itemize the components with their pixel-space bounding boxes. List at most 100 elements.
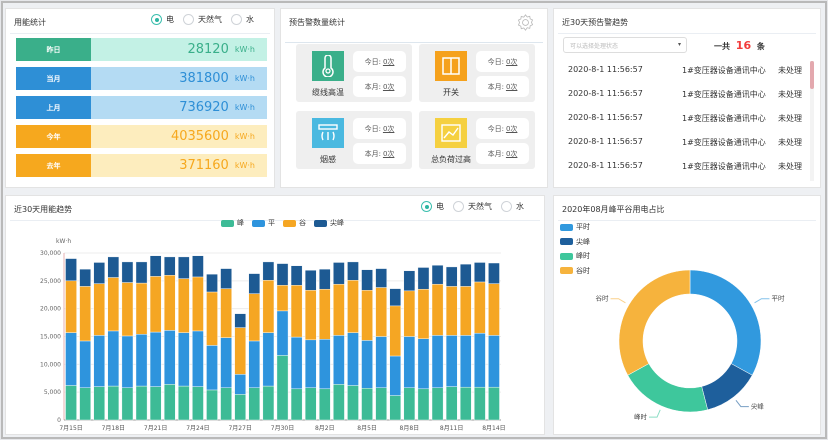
bar-segment-平[interactable]	[79, 340, 91, 388]
bar-segment-尖峰[interactable]	[389, 288, 402, 307]
radio-button[interactable]	[183, 14, 194, 25]
bar-segment-峰[interactable]	[135, 385, 148, 421]
bar-segment-谷[interactable]	[290, 285, 303, 338]
bar-segment-尖峰[interactable]	[445, 266, 458, 287]
legend-item[interactable]: 峰	[221, 218, 244, 228]
bar-segment-峰[interactable]	[488, 386, 500, 421]
bar-segment-尖峰[interactable]	[375, 268, 387, 288]
bar-segment-谷[interactable]	[192, 276, 204, 332]
bar-segment-平[interactable]	[389, 355, 402, 396]
bar-segment-峰[interactable]	[417, 388, 430, 421]
bar-segment-峰[interactable]	[121, 387, 134, 421]
legend-item[interactable]: 谷	[283, 218, 306, 228]
bar-segment-平[interactable]	[488, 335, 500, 388]
bar-segment-平[interactable]	[220, 337, 232, 388]
radio-button[interactable]	[501, 201, 512, 212]
bar-segment-平[interactable]	[163, 330, 176, 385]
bar-segment-尖峰[interactable]	[135, 261, 148, 284]
bar-segment-峰[interactable]	[445, 386, 458, 421]
bar-segment-尖峰[interactable]	[488, 262, 500, 284]
bar-segment-平[interactable]	[192, 330, 204, 387]
bar-segment-谷[interactable]	[220, 288, 232, 338]
bar-segment-峰[interactable]	[248, 387, 261, 421]
legend-item[interactable]: 尖峰	[314, 218, 344, 228]
alarm-row[interactable]: 2020-8-1 11:56:57 1#变压器设备通讯中心 未处理	[568, 137, 804, 149]
bar-segment-谷[interactable]	[304, 290, 317, 341]
bar-segment-平[interactable]	[361, 340, 373, 389]
bar-segment-尖峰[interactable]	[474, 262, 486, 283]
bar-segment-平[interactable]	[319, 339, 331, 390]
bar-segment-尖峰[interactable]	[319, 268, 331, 290]
bar-segment-平[interactable]	[234, 374, 246, 395]
bar-segment-峰[interactable]	[206, 389, 218, 421]
bar-segment-平[interactable]	[135, 334, 148, 387]
alarm-row[interactable]: 2020-8-1 11:56:57 1#变压器设备通讯中心 未处理	[568, 161, 804, 173]
bar-segment-平[interactable]	[248, 340, 261, 388]
bar-segment-谷[interactable]	[417, 288, 430, 339]
bar-segment-尖峰[interactable]	[290, 265, 303, 286]
bar-segment-尖峰[interactable]	[333, 262, 345, 285]
bar-segment-平[interactable]	[206, 345, 218, 391]
bar-segment-谷[interactable]	[460, 286, 472, 336]
bar-segment-谷[interactable]	[93, 283, 105, 336]
bar-segment-尖峰[interactable]	[206, 273, 218, 293]
legend-item[interactable]: 谷时	[560, 266, 590, 276]
bar-segment-尖峰[interactable]	[248, 273, 261, 294]
bar-segment-尖峰[interactable]	[163, 256, 176, 276]
legend-item[interactable]: 平时	[560, 222, 590, 232]
bar-segment-谷[interactable]	[107, 277, 120, 332]
bar-segment-尖峰[interactable]	[460, 263, 472, 287]
donut-slice[interactable]	[689, 269, 762, 376]
count-value[interactable]: 0次	[382, 149, 395, 158]
bar-segment-峰[interactable]	[79, 387, 91, 421]
bar-segment-尖峰[interactable]	[149, 255, 162, 277]
radio-button[interactable]	[151, 14, 162, 25]
scrollbar-thumb[interactable]	[810, 61, 814, 89]
bar-segment-尖峰[interactable]	[304, 270, 317, 291]
bar-segment-峰[interactable]	[178, 385, 190, 421]
bar-segment-尖峰[interactable]	[178, 256, 190, 279]
bar-segment-峰[interactable]	[220, 387, 232, 421]
bar-segment-谷[interactable]	[445, 286, 458, 336]
bar-segment-峰[interactable]	[474, 386, 486, 421]
bar-segment-谷[interactable]	[361, 290, 373, 341]
bar-segment-峰[interactable]	[389, 395, 402, 421]
count-value[interactable]: 0次	[382, 82, 395, 91]
bar-segment-谷[interactable]	[319, 288, 331, 340]
bar-segment-平[interactable]	[65, 332, 77, 386]
bar-segment-平[interactable]	[276, 310, 289, 356]
bar-segment-峰[interactable]	[333, 384, 345, 421]
bar-segment-谷[interactable]	[474, 281, 486, 334]
bar-segment-峰[interactable]	[65, 385, 77, 421]
bar-segment-峰[interactable]	[163, 384, 176, 421]
bar-segment-平[interactable]	[149, 331, 162, 387]
bar-segment-平[interactable]	[262, 332, 275, 387]
bar-segment-尖峰[interactable]	[220, 268, 232, 289]
count-value[interactable]: 0次	[505, 124, 518, 133]
bar-segment-峰[interactable]	[276, 355, 289, 421]
bar-segment-谷[interactable]	[389, 305, 402, 357]
bar-segment-尖峰[interactable]	[79, 268, 91, 287]
bar-segment-谷[interactable]	[403, 290, 416, 337]
bar-segment-尖峰[interactable]	[403, 270, 416, 292]
bar-segment-峰[interactable]	[234, 394, 246, 421]
alarm-row[interactable]: 2020-8-1 11:56:57 1#变压器设备通讯中心 未处理	[568, 65, 804, 77]
bar-segment-尖峰[interactable]	[192, 255, 204, 278]
bar-segment-谷[interactable]	[431, 283, 444, 336]
alarm-row[interactable]: 2020-8-1 11:56:57 1#变压器设备通讯中心 未处理	[568, 89, 804, 101]
bar-segment-峰[interactable]	[290, 388, 303, 421]
bar-segment-谷[interactable]	[206, 291, 218, 346]
bar-segment-谷[interactable]	[262, 280, 275, 333]
bar-segment-平[interactable]	[178, 332, 190, 387]
bar-segment-谷[interactable]	[248, 293, 261, 342]
legend-item[interactable]: 尖峰	[560, 237, 590, 247]
bar-segment-峰[interactable]	[347, 385, 359, 421]
bar-segment-尖峰[interactable]	[347, 261, 359, 281]
bar-segment-尖峰[interactable]	[93, 262, 105, 284]
alarm-card[interactable]: 开关 今日: 0次 本月: 0次	[419, 44, 535, 102]
alarm-card[interactable]: 总负荷过高 今日: 0次 本月: 0次	[419, 111, 535, 169]
bar-segment-峰[interactable]	[304, 387, 317, 421]
bar-segment-谷[interactable]	[149, 276, 162, 333]
bar-segment-峰[interactable]	[262, 385, 275, 421]
bar-segment-峰[interactable]	[431, 387, 444, 421]
